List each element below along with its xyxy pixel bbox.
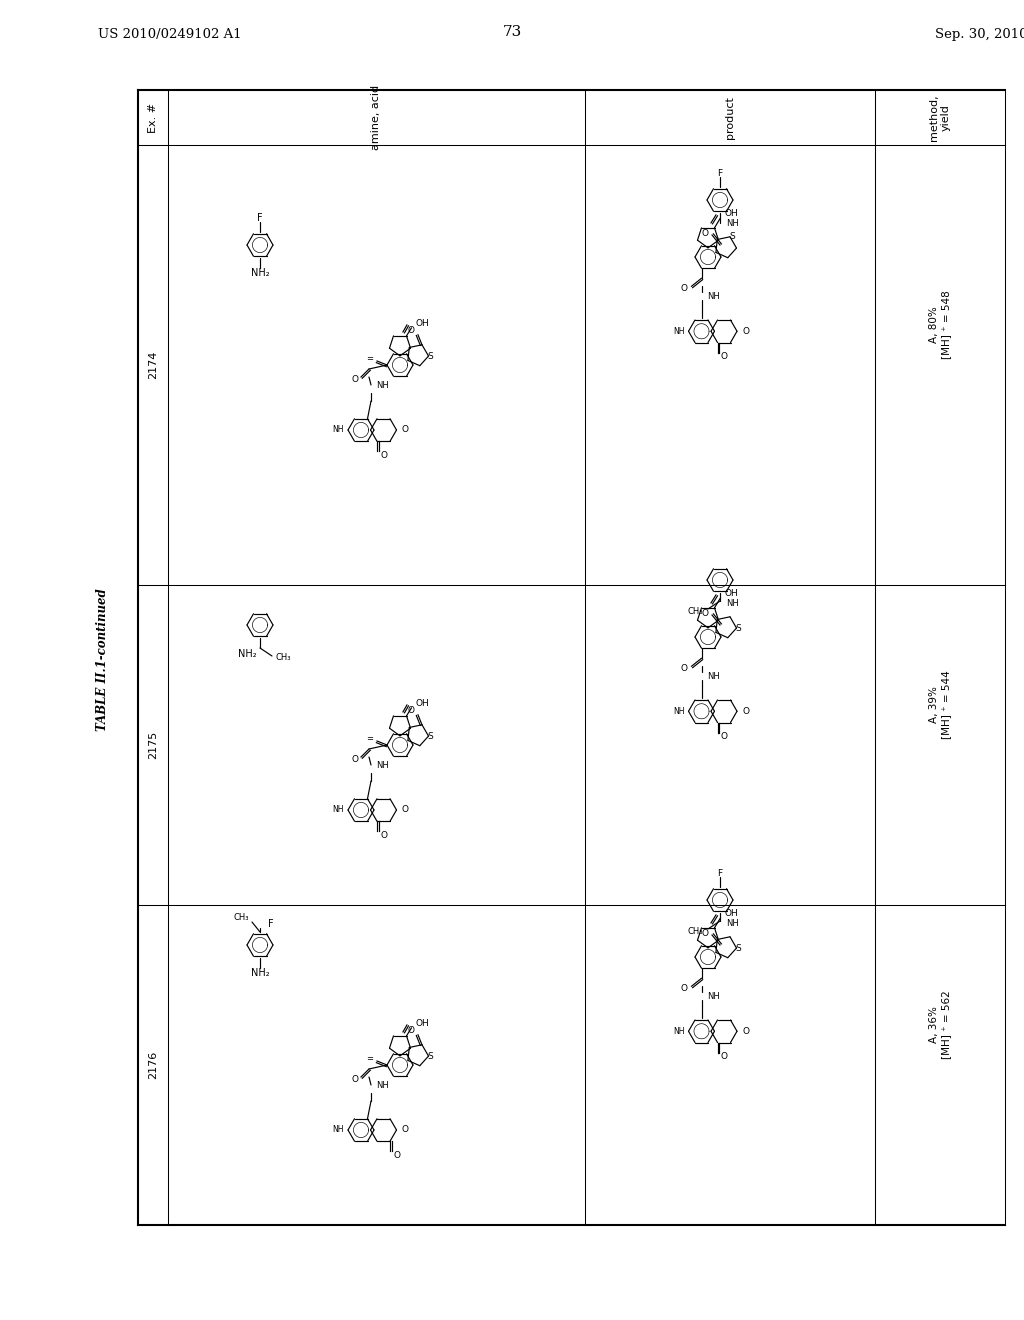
Text: product: product — [725, 96, 735, 139]
Text: OH: OH — [416, 319, 429, 329]
Text: O: O — [721, 1052, 727, 1061]
Text: S: S — [428, 1052, 433, 1060]
Text: O: O — [701, 228, 708, 238]
Text: =: = — [366, 355, 373, 363]
Text: O: O — [351, 1076, 358, 1085]
Text: O: O — [742, 706, 749, 715]
Text: S: S — [729, 232, 735, 242]
Text: NH: NH — [333, 1126, 344, 1134]
Text: O: O — [351, 375, 358, 384]
Text: O: O — [380, 450, 387, 459]
Text: Ex. #: Ex. # — [148, 103, 158, 132]
Text: =: = — [366, 734, 373, 743]
Text: NH: NH — [376, 760, 389, 770]
Text: F: F — [257, 213, 263, 223]
Text: O: O — [380, 830, 387, 840]
Text: OH: OH — [725, 909, 738, 919]
Text: NH: NH — [708, 991, 720, 1001]
Text: NH: NH — [726, 598, 738, 607]
Text: O: O — [721, 352, 727, 360]
Text: O: O — [401, 805, 409, 814]
Text: O: O — [681, 664, 687, 673]
Text: O: O — [701, 928, 708, 937]
Text: O: O — [408, 1026, 415, 1035]
Text: O: O — [701, 609, 708, 618]
Text: NH₂: NH₂ — [239, 649, 257, 659]
Text: O: O — [351, 755, 358, 764]
Text: NH: NH — [333, 425, 344, 434]
Text: A, 39%
[MH] ⁺ = 544: A, 39% [MH] ⁺ = 544 — [929, 671, 951, 739]
Text: NH: NH — [726, 219, 738, 227]
Text: CH₃: CH₃ — [233, 913, 249, 923]
Text: O: O — [408, 326, 415, 335]
Text: NH: NH — [673, 706, 684, 715]
Text: NH: NH — [376, 1081, 389, 1089]
Text: 2174: 2174 — [148, 351, 158, 379]
Text: S: S — [428, 731, 433, 741]
Text: O: O — [401, 1126, 409, 1134]
Text: CH₃: CH₃ — [687, 927, 703, 936]
Text: amine, acid: amine, acid — [372, 84, 382, 150]
Text: A, 80%
[MH] ⁺ = 548: A, 80% [MH] ⁺ = 548 — [929, 290, 951, 359]
Text: NH: NH — [708, 672, 720, 681]
Text: A, 36%
[MH] ⁺ = 562: A, 36% [MH] ⁺ = 562 — [929, 990, 951, 1060]
Text: CH₃: CH₃ — [276, 653, 292, 663]
Text: OH: OH — [416, 700, 429, 709]
Text: O: O — [742, 327, 749, 335]
Text: OH: OH — [725, 210, 738, 218]
Text: O: O — [721, 733, 727, 741]
Text: S: S — [735, 944, 741, 953]
Text: 2175: 2175 — [148, 731, 158, 759]
Text: O: O — [393, 1151, 400, 1160]
Text: O: O — [681, 983, 687, 993]
Text: NH: NH — [376, 380, 389, 389]
Text: TABLE II.1-continued: TABLE II.1-continued — [96, 589, 110, 731]
Text: 73: 73 — [503, 25, 521, 40]
Text: NH₂: NH₂ — [251, 268, 269, 279]
Text: O: O — [681, 284, 687, 293]
Text: F: F — [718, 169, 723, 177]
Text: NH: NH — [673, 327, 684, 335]
Text: S: S — [735, 623, 741, 632]
Text: NH: NH — [708, 292, 720, 301]
Text: =: = — [366, 1055, 373, 1064]
Text: Sep. 30, 2010: Sep. 30, 2010 — [935, 28, 1024, 41]
Text: 2176: 2176 — [148, 1051, 158, 1080]
Text: S: S — [428, 351, 433, 360]
Text: US 2010/0249102 A1: US 2010/0249102 A1 — [98, 28, 242, 41]
Text: NH: NH — [726, 919, 738, 928]
Text: method,
yield: method, yield — [929, 94, 951, 141]
Text: NH: NH — [673, 1027, 684, 1036]
Text: OH: OH — [416, 1019, 429, 1028]
Text: F: F — [268, 919, 273, 929]
Text: O: O — [401, 425, 409, 434]
Text: O: O — [742, 1027, 749, 1036]
Text: F: F — [718, 869, 723, 878]
Text: O: O — [408, 706, 415, 715]
Text: CH₃: CH₃ — [687, 606, 703, 615]
Text: OH: OH — [725, 589, 738, 598]
Text: NH₂: NH₂ — [251, 968, 269, 978]
Text: NH: NH — [333, 805, 344, 814]
